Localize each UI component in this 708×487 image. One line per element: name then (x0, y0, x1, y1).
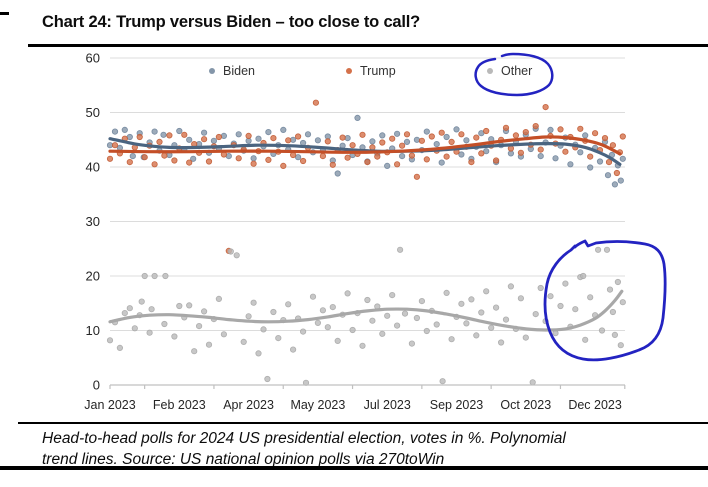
x-axis-label: Apr 2023 (223, 398, 274, 412)
legend-label-biden: Biden (223, 64, 255, 78)
x-axis-label: Oct 2023 (500, 398, 551, 412)
y-axis-label-60: 60 (86, 51, 100, 66)
other-dot-icon (487, 68, 493, 74)
title-underline (28, 44, 708, 47)
caption-line-2: trend lines. Source: US national opinion… (42, 451, 445, 468)
legend-item-other[interactable]: Other (487, 64, 532, 78)
x-axis-label: Jul 2023 (364, 398, 411, 412)
x-axis-label: Dec 2023 (568, 398, 622, 412)
trump-dot-icon (346, 68, 352, 74)
legend-label-trump: Trump (360, 64, 396, 78)
page-title: Chart 24: Trump versus Biden – too close… (42, 13, 421, 31)
legend-label-other: Other (501, 64, 533, 78)
y-axis-label-20: 20 (86, 269, 100, 284)
top-left-mark (0, 12, 9, 15)
legend-item-trump[interactable]: Trump (346, 64, 396, 78)
y-axis-label-50: 50 (86, 105, 100, 120)
bottom-rule (0, 466, 708, 470)
x-axis-label: Sep 2023 (430, 398, 484, 412)
x-axis-label: May 2023 (290, 398, 345, 412)
biden-dot-icon (209, 68, 215, 74)
chart-caption: Head-to-head polls for 2024 US president… (42, 428, 682, 470)
y-axis-label-10: 10 (86, 323, 100, 338)
caption-top-rule (18, 422, 708, 424)
y-axis-label-40: 40 (86, 160, 100, 175)
y-axis-label-0: 0 (93, 378, 100, 393)
x-axis-label: Feb 2023 (153, 398, 206, 412)
x-axis-label: Jan 2023 (84, 398, 135, 412)
caption-line-1: Head-to-head polls for 2024 US president… (42, 430, 566, 447)
legend-item-biden[interactable]: Biden (209, 64, 255, 78)
y-axis-label-30: 30 (86, 214, 100, 229)
